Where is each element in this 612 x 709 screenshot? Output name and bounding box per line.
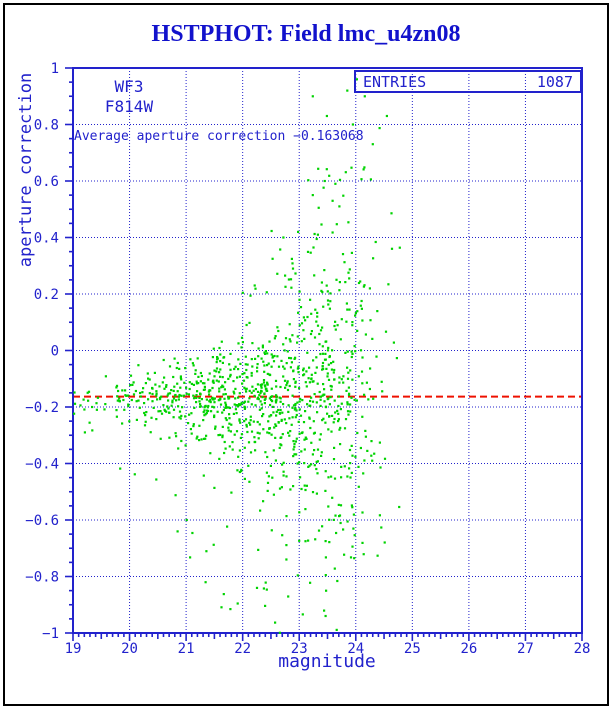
x-tick-labels: 19 20 21 22 23 24 25 26 27 28 [65,641,591,657]
y-tick-label: −1 [42,626,59,642]
x-tick-label: 25 [404,641,421,657]
filter-label: F814W [104,97,154,116]
stats-box: ENTRIES 1087 [354,70,582,93]
x-tick-label: 24 [347,641,364,657]
x-tick-label: 26 [460,641,477,657]
y-tick-label: 0.2 [34,287,59,303]
data-points [73,78,401,634]
y-tick-label: 0.4 [34,231,59,247]
average-correction-label: Average aperture correction −0.163068 [74,129,364,144]
y-tick-label: −0.4 [25,457,59,473]
y-axis-title: aperture correction [16,72,36,268]
x-tick-label: 21 [178,641,195,657]
camera-label: WF3 [114,77,144,96]
y-tick-label: −0.2 [25,400,59,416]
y-tick-label: −0.8 [25,570,59,586]
y-tick-label: 1 [51,61,59,77]
x-tick-label: 28 [574,641,591,657]
y-tick-label: −0.6 [25,513,59,529]
x-tick-label: 20 [121,641,138,657]
y-tick-label: 0.6 [34,174,59,190]
y-tick-label: 0.8 [34,118,59,134]
plot-border [72,67,583,634]
x-axis-title: magnitude [278,651,376,672]
x-tick-label: 19 [65,641,82,657]
entries-label: ENTRIES [363,72,427,91]
x-tick-label: 22 [234,641,251,657]
entries-value: 1087 [536,72,573,91]
y-tick-labels: 1 0.8 0.6 0.4 0.2 0 −0.2 −0.4 −0.6 −0.8 −1 [25,61,59,642]
y-tick-label: 0 [51,344,59,360]
page-title: HSTPHOT: Field lmc_u4zn08 [151,21,461,47]
x-tick-label: 23 [291,641,308,657]
x-tick-label: 27 [517,641,534,657]
